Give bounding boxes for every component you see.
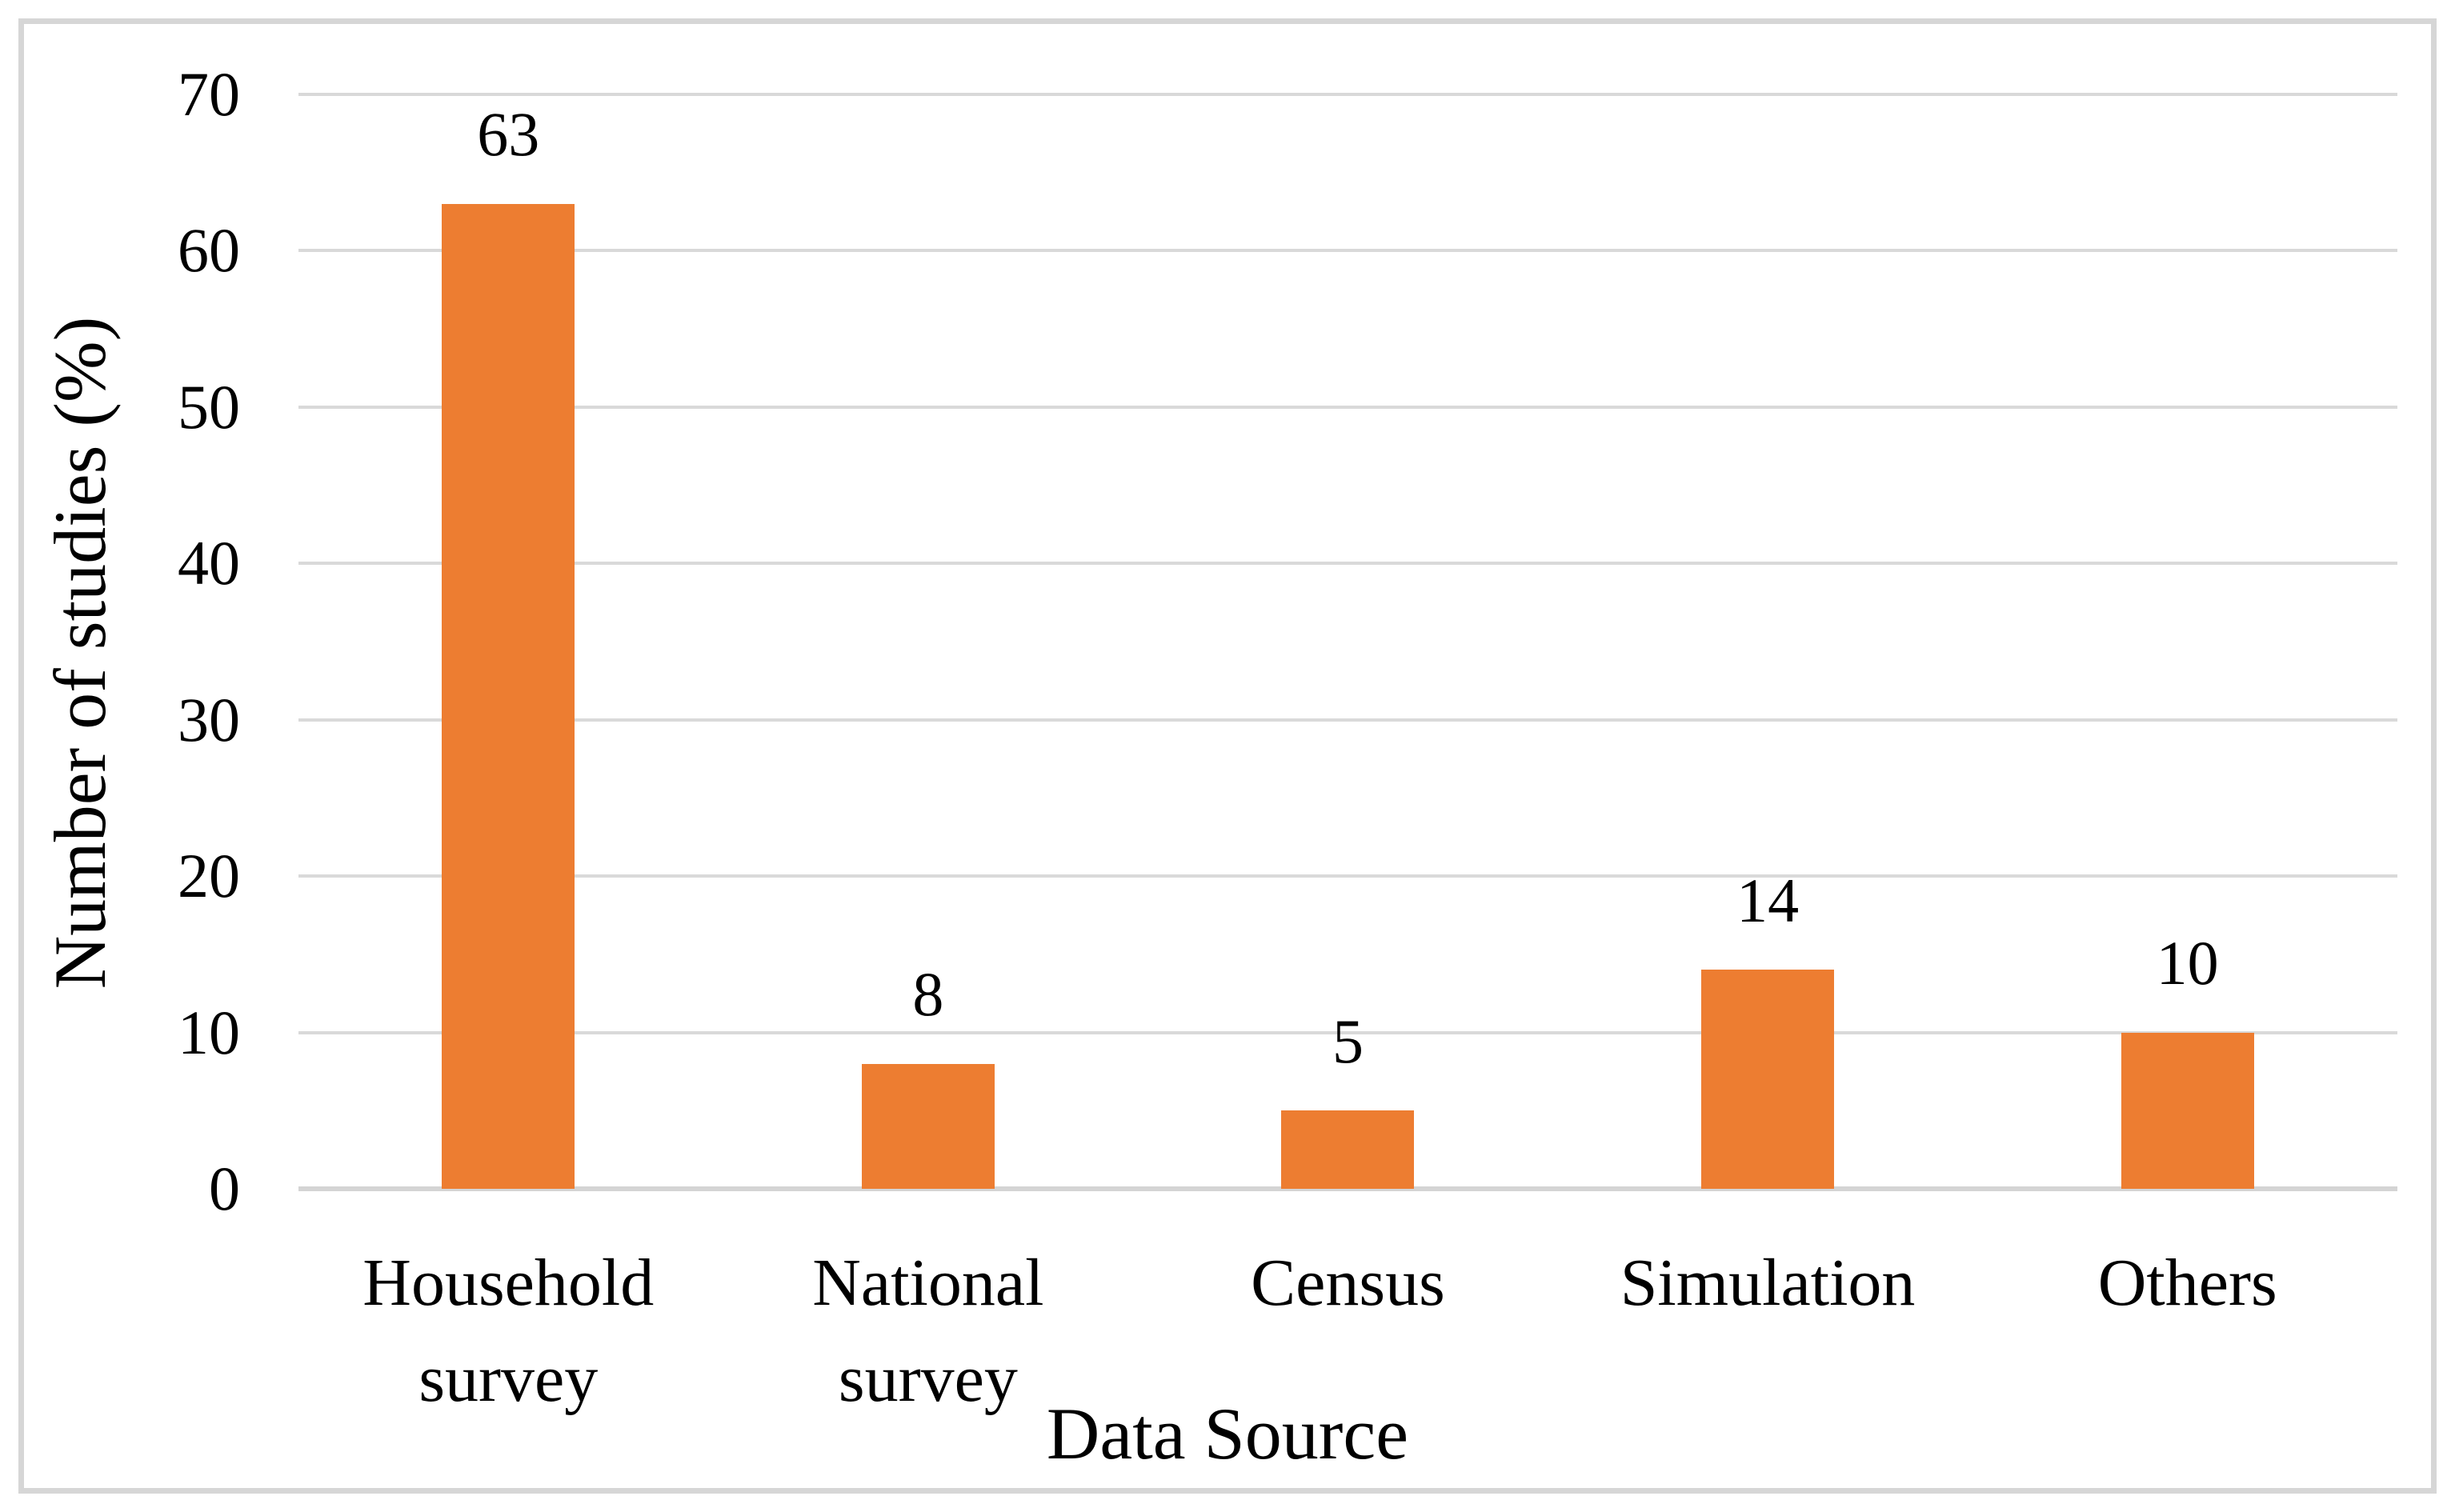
bar-slot-census: 5 bbox=[1138, 94, 1558, 1189]
bar-value-label-household-survey: 63 bbox=[477, 99, 540, 170]
category-label-simulation: Simulation bbox=[1620, 1246, 1916, 1320]
chart-border-frame bbox=[18, 18, 2437, 1494]
x-axis-title: Data Source bbox=[1046, 1393, 1409, 1474]
bar-slot-others: 10 bbox=[1977, 94, 2397, 1189]
bar-slot-household-survey: 63 bbox=[298, 94, 719, 1189]
category-slot-census: Census bbox=[1138, 1235, 1558, 1427]
category-label-national-survey: National survey bbox=[812, 1246, 1044, 1417]
bar-slot-national-survey: 8 bbox=[719, 94, 1139, 1189]
bar-national-survey bbox=[861, 1063, 995, 1189]
bar-simulation bbox=[1701, 970, 1835, 1189]
bar-value-label-national-survey: 8 bbox=[912, 958, 944, 1029]
bar-value-label-census: 5 bbox=[1332, 1006, 1364, 1076]
category-slot-household-survey: Household survey bbox=[298, 1235, 719, 1427]
gridline-70 bbox=[298, 93, 2397, 96]
category-label-others: Others bbox=[2097, 1246, 2277, 1320]
y-tick-label-30: 30 bbox=[178, 684, 240, 754]
bar-value-label-others: 10 bbox=[2156, 927, 2219, 998]
bar-value-label-simulation: 14 bbox=[1736, 865, 1800, 935]
category-label-household-survey: Household survey bbox=[362, 1246, 655, 1417]
gridline-30 bbox=[298, 718, 2397, 722]
y-tick-label-70: 70 bbox=[178, 59, 240, 129]
bar-household-survey bbox=[442, 203, 575, 1189]
category-slot-simulation: Simulation bbox=[1558, 1235, 1978, 1427]
category-slot-national-survey: National survey bbox=[719, 1235, 1139, 1427]
y-tick-label-0: 0 bbox=[209, 1154, 240, 1223]
gridline-50 bbox=[298, 405, 2397, 409]
gridline-60 bbox=[298, 249, 2397, 253]
gridline-40 bbox=[298, 562, 2397, 566]
plot-area: 63 8 5 14 10 bbox=[298, 93, 2397, 1191]
x-axis-category-labels: Household survey National survey Census Sim… bbox=[298, 1235, 2397, 1427]
y-tick-label-40: 40 bbox=[178, 528, 240, 598]
gridline-20 bbox=[298, 874, 2397, 878]
gridline-10 bbox=[298, 1030, 2397, 1034]
bar-census bbox=[1281, 1110, 1415, 1189]
y-tick-label-20: 20 bbox=[178, 841, 240, 911]
y-tick-label-60: 60 bbox=[178, 215, 240, 286]
y-tick-label-50: 50 bbox=[178, 371, 240, 442]
bar-slot-simulation: 14 bbox=[1558, 94, 1978, 1189]
bar-others bbox=[2121, 1032, 2254, 1189]
bars-layer: 63 8 5 14 10 bbox=[298, 94, 2397, 1189]
y-tick-label-10: 10 bbox=[178, 997, 240, 1067]
x-axis-line bbox=[298, 1186, 2397, 1191]
y-axis-tick-labels: 70 60 50 40 30 20 10 0 bbox=[0, 63, 240, 1220]
category-slot-others: Others bbox=[1977, 1235, 2397, 1427]
category-label-census: Census bbox=[1251, 1246, 1445, 1320]
